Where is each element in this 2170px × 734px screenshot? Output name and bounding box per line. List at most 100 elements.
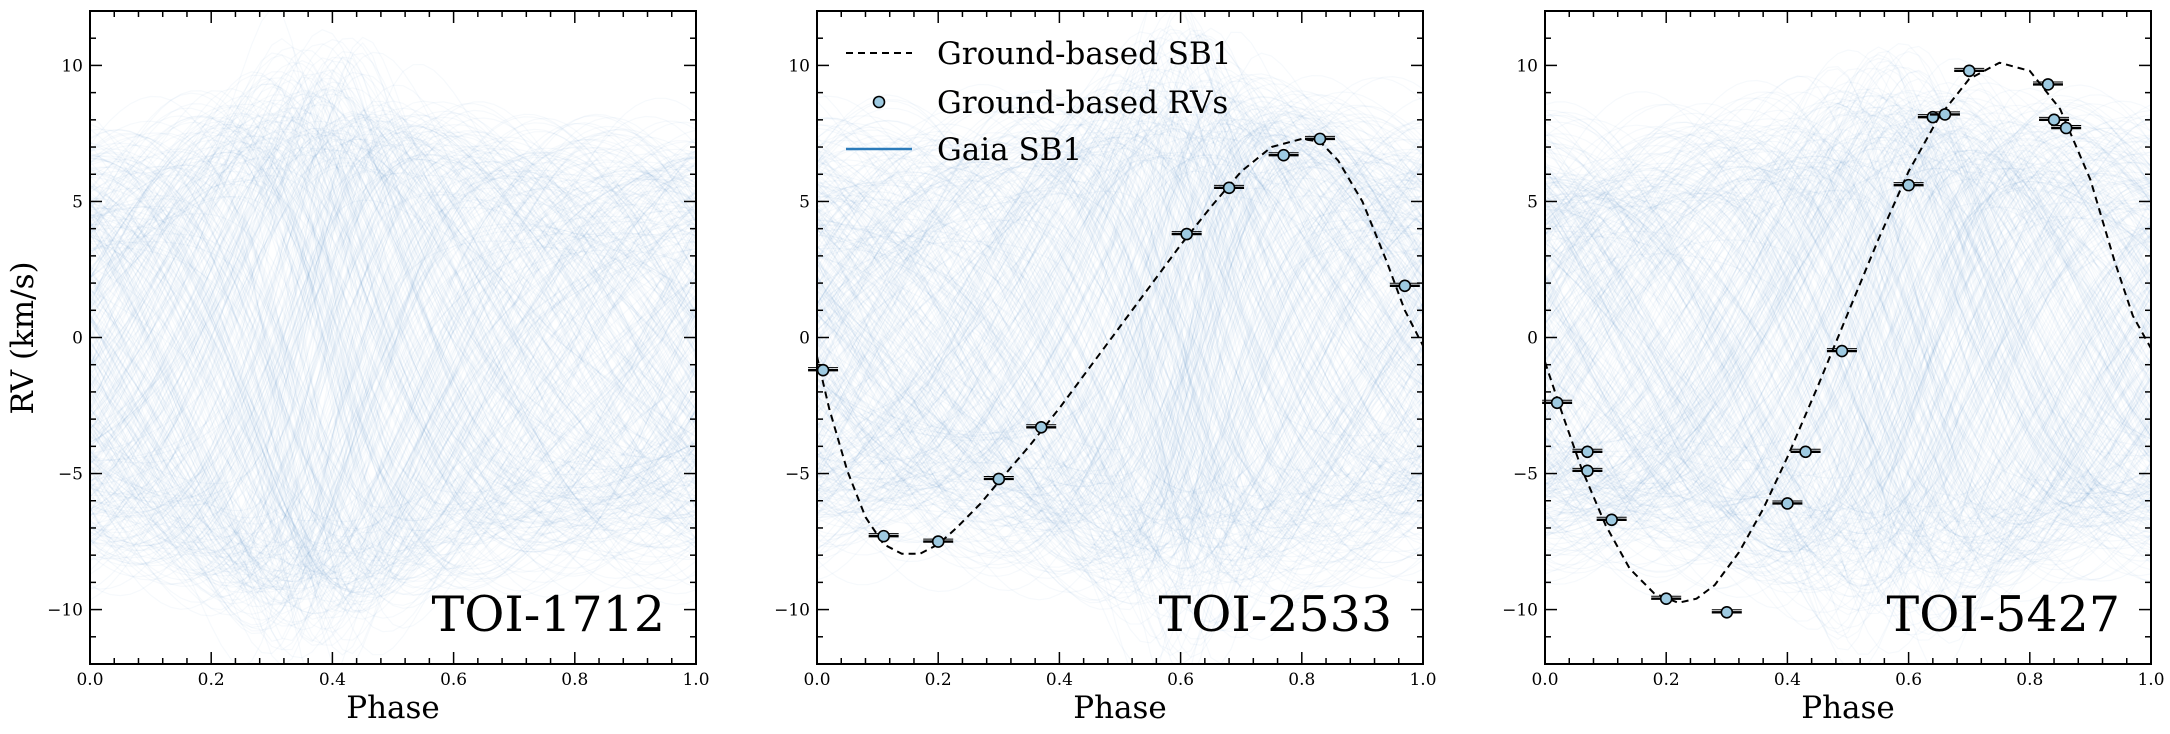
gaia-sb1-curve [90, 185, 696, 576]
gaia-sb1-curve [817, 127, 1423, 537]
gaia-sb1-curve [817, 143, 1423, 559]
gaia-sb1-curve [817, 68, 1423, 503]
gaia-sb1-curve [90, 137, 696, 553]
gaia-sb1-curve [90, 134, 696, 530]
gaia-sb1-curve [90, 174, 696, 546]
gaia-sb1-curve [1545, 130, 2151, 570]
gaia-sb1-curve [90, 138, 696, 611]
gaia-sb1-curve [817, 80, 1423, 494]
gaia-sb1-curve [1545, 198, 2151, 568]
gaia-sb1-curve [90, 152, 696, 580]
gaia-sb1-curve [1545, 151, 2151, 525]
gaia-sb1-curve [90, 43, 696, 530]
gaia-sb1-curve [90, 193, 696, 558]
gaia-sb1-curve [817, 99, 1423, 583]
gaia-sb1-curve [1545, 144, 2151, 574]
gaia-sb1-curve [90, 102, 696, 494]
gaia-sb1-curve [1545, 151, 2151, 570]
gaia-sb1-curve [1545, 112, 2151, 529]
gaia-sb1-curve [1545, 142, 2151, 535]
gaia-sb1-curve [90, 121, 696, 546]
gaia-sb1-curve [817, 113, 1423, 514]
gaia-sb1-curve [90, 94, 696, 545]
gaia-sb1-curve [1545, 115, 2151, 523]
gaia-sb1-curve [90, 247, 696, 614]
gaia-sb1-curve [90, 133, 696, 561]
gaia-sb1-curve [1545, 139, 2151, 563]
panel-label: TOI-5427 [1887, 586, 2120, 643]
gaia-sb1-curve [90, 112, 696, 548]
gaia-sb1-curve [817, 186, 1423, 549]
gaia-sb1-curve [90, 138, 696, 500]
gaia-sb1-curve [1545, 50, 2151, 520]
gaia-sb1-curve [1545, 105, 2151, 505]
gaia-sb1-curve [1545, 133, 2151, 579]
gaia-sb1-curve [90, 163, 696, 532]
gaia-sb1-curve [90, 124, 696, 530]
x-axis-label: Phase [1073, 690, 1167, 726]
gaia-sb1-curve [1545, 190, 2151, 526]
gaia-sb1-curve [1545, 111, 2151, 573]
gaia-sb1-curve [1545, 99, 2151, 523]
gaia-sb1-curve [1545, 192, 2151, 561]
gaia-sb1-curve [90, 177, 696, 576]
rv-marker [1222, 181, 1236, 195]
gaia-sb1-curve [817, 126, 1423, 520]
gaia-sb1-curve [817, 209, 1423, 583]
gaia-sb1-curve [1545, 96, 2151, 557]
gaia-sb1-curve [1545, 103, 2151, 589]
gaia-sb1-curve [817, 124, 1423, 607]
gaia-sb1-curve [90, 116, 696, 606]
gaia-sb1-curve [1545, 123, 2151, 453]
gaia-sb1-curve [1545, 174, 2151, 511]
ground-rv-point [2039, 113, 2070, 127]
gaia-sb1-curve [1545, 138, 2151, 509]
gaia-sb1-curve [817, 79, 1423, 520]
gaia-sb1-curve [1545, 114, 2151, 562]
gaia-sb1-curve [1545, 118, 2151, 586]
gaia-sb1-curve [817, 141, 1423, 579]
gaia-sb1-curve [90, 156, 696, 547]
gaia-sb1-curve [817, 137, 1423, 487]
gaia-sb1-curve [90, 130, 696, 525]
rv-marker [1659, 592, 1673, 606]
gaia-sb1-curve [90, 118, 696, 544]
gaia-sb1-curve [90, 151, 696, 590]
gaia-sb1-curve [1545, 128, 2151, 585]
gaia-sb1-curve [817, 127, 1423, 544]
gaia-sb1-curve [90, 222, 696, 582]
gaia-sb1-curve [90, 142, 696, 591]
gaia-sb1-curve [90, 138, 696, 627]
gaia-sb1-curve [1545, 45, 2151, 530]
gaia-sb1-curve [90, 141, 696, 583]
gaia-sb1-curve [817, 93, 1423, 549]
gaia-sb1-curve [817, 68, 1423, 547]
gaia-sb1-curve [1545, 163, 2151, 624]
gaia-sb1-curve [817, 95, 1423, 526]
gaia-sb1-curve [817, 100, 1423, 581]
gaia-sb1-curve [1545, 91, 2151, 561]
gaia-sb1-curve [1545, 84, 2151, 567]
gaia-sb1-curve [1545, 103, 2151, 545]
gaia-sb1-curve [817, 34, 1423, 511]
gaia-sb1-curve [90, 145, 696, 551]
gaia-sb1-curve [90, 51, 696, 539]
gaia-sb1-curve [1545, 192, 2151, 535]
gaia-sb1-curve [90, 79, 696, 463]
gaia-sb1-curve [90, 51, 696, 496]
gaia-sb1-curve [90, 113, 696, 584]
rv-marker [1962, 64, 1976, 78]
gaia-sb1-curve [90, 132, 696, 590]
gaia-sb1-curve [90, 100, 696, 577]
gaia-sb1-curve [817, 156, 1423, 538]
y-tick-label: −5 [785, 465, 810, 485]
gaia-sb1-curve [817, 187, 1423, 524]
gaia-sb1-curve [90, 146, 696, 604]
gaia-sb1-curve [90, 157, 696, 613]
gaia-sb1-curve [1545, 182, 2151, 570]
gaia-sb1-curve [817, 223, 1423, 664]
gaia-sb1-curve [817, 119, 1423, 498]
gaia-sb1-curve [90, 184, 696, 613]
gaia-sb1-curve [1545, 148, 2151, 556]
gaia-sb1-curve [1545, 176, 2151, 614]
